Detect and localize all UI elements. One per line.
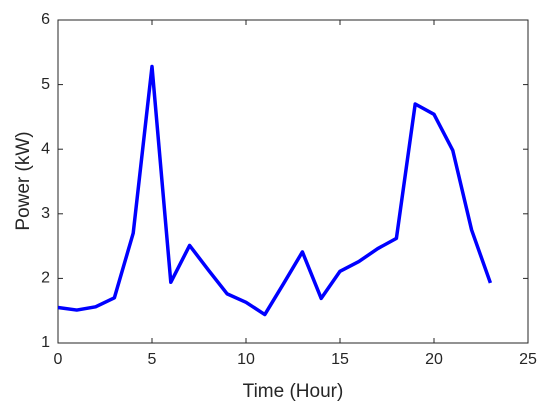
y-tick-label: 1 — [41, 334, 50, 351]
y-tick-label: 6 — [41, 11, 50, 28]
x-tick-label: 10 — [237, 351, 255, 368]
y-tick-label: 2 — [41, 270, 50, 287]
x-axis-label: Time (Hour) — [243, 381, 344, 402]
y-axis-label: Power (kW) — [13, 131, 34, 230]
x-tick-label: 25 — [519, 351, 537, 368]
y-tick-label: 4 — [41, 140, 50, 157]
y-tick-label: 5 — [41, 76, 50, 93]
x-tick-label: 20 — [425, 351, 443, 368]
y-tick-label: 3 — [41, 205, 50, 222]
x-tick-label: 15 — [331, 351, 349, 368]
data-line — [57, 64, 493, 317]
x-tick-label: 0 — [54, 351, 63, 368]
plot-area — [57, 19, 529, 344]
x-tick-label: 5 — [148, 351, 157, 368]
